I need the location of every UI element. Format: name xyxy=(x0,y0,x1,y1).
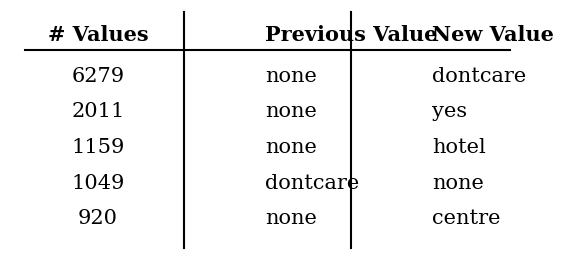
Text: 1159: 1159 xyxy=(72,138,125,157)
Text: Previous Value: Previous Value xyxy=(265,25,438,45)
Text: yes: yes xyxy=(432,102,467,122)
Text: 920: 920 xyxy=(78,209,118,228)
Text: none: none xyxy=(432,173,484,193)
Text: none: none xyxy=(265,138,317,157)
Text: New Value: New Value xyxy=(432,25,554,45)
Text: 1049: 1049 xyxy=(72,173,125,193)
Text: hotel: hotel xyxy=(432,138,486,157)
Text: 2011: 2011 xyxy=(72,102,125,122)
Text: centre: centre xyxy=(432,209,500,228)
Text: none: none xyxy=(265,102,317,122)
Text: dontcare: dontcare xyxy=(432,67,526,86)
Text: dontcare: dontcare xyxy=(265,173,359,193)
Text: # Values: # Values xyxy=(47,25,148,45)
Text: none: none xyxy=(265,67,317,86)
Text: none: none xyxy=(265,209,317,228)
Text: 6279: 6279 xyxy=(72,67,125,86)
